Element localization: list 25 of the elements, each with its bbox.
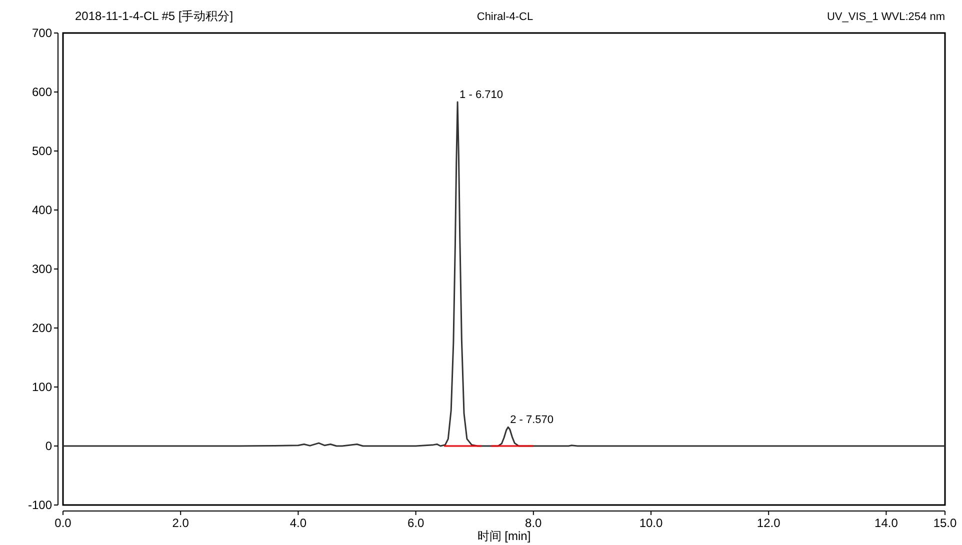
x-tick-label: 10.0 bbox=[639, 516, 663, 530]
annotation: 1 - 6.710 bbox=[460, 89, 503, 102]
x-tick-label: 4.0 bbox=[290, 516, 307, 530]
x-tick-label: 15.0 bbox=[933, 516, 957, 530]
y-tick-label: 200 bbox=[32, 321, 52, 335]
x-axis-title: 时间 [min] bbox=[477, 529, 531, 543]
x-tick-label: 0.0 bbox=[54, 516, 72, 530]
y-tick-label: 300 bbox=[32, 262, 52, 276]
y-tick-label: 400 bbox=[32, 203, 52, 217]
y-tick-label: 700 bbox=[32, 26, 52, 40]
x-tick-label: 2.0 bbox=[172, 516, 190, 530]
y-tick-label: 500 bbox=[32, 144, 52, 158]
x-tick-label: 8.0 bbox=[525, 516, 542, 530]
y-tick-label: 0 bbox=[45, 439, 52, 453]
annotation: 2 - 7.570 bbox=[510, 414, 554, 426]
line-series bbox=[62, 101, 946, 447]
x-tick-label: 6.0 bbox=[407, 516, 424, 530]
chart-title: 2018-11-1-4-CL #5 [手动积分] bbox=[75, 9, 234, 23]
y-tick-label: -100 bbox=[28, 498, 52, 512]
chart-subtitle: Chiral-4-CL bbox=[476, 11, 534, 23]
y-tick-label: 100 bbox=[32, 380, 52, 394]
y-tick-label: 600 bbox=[32, 85, 52, 99]
x-tick-label: 12.0 bbox=[756, 516, 781, 530]
text: UV_VIS_1 WVL:254 nm bbox=[826, 11, 945, 23]
x-tick-label: 14.0 bbox=[874, 516, 898, 530]
